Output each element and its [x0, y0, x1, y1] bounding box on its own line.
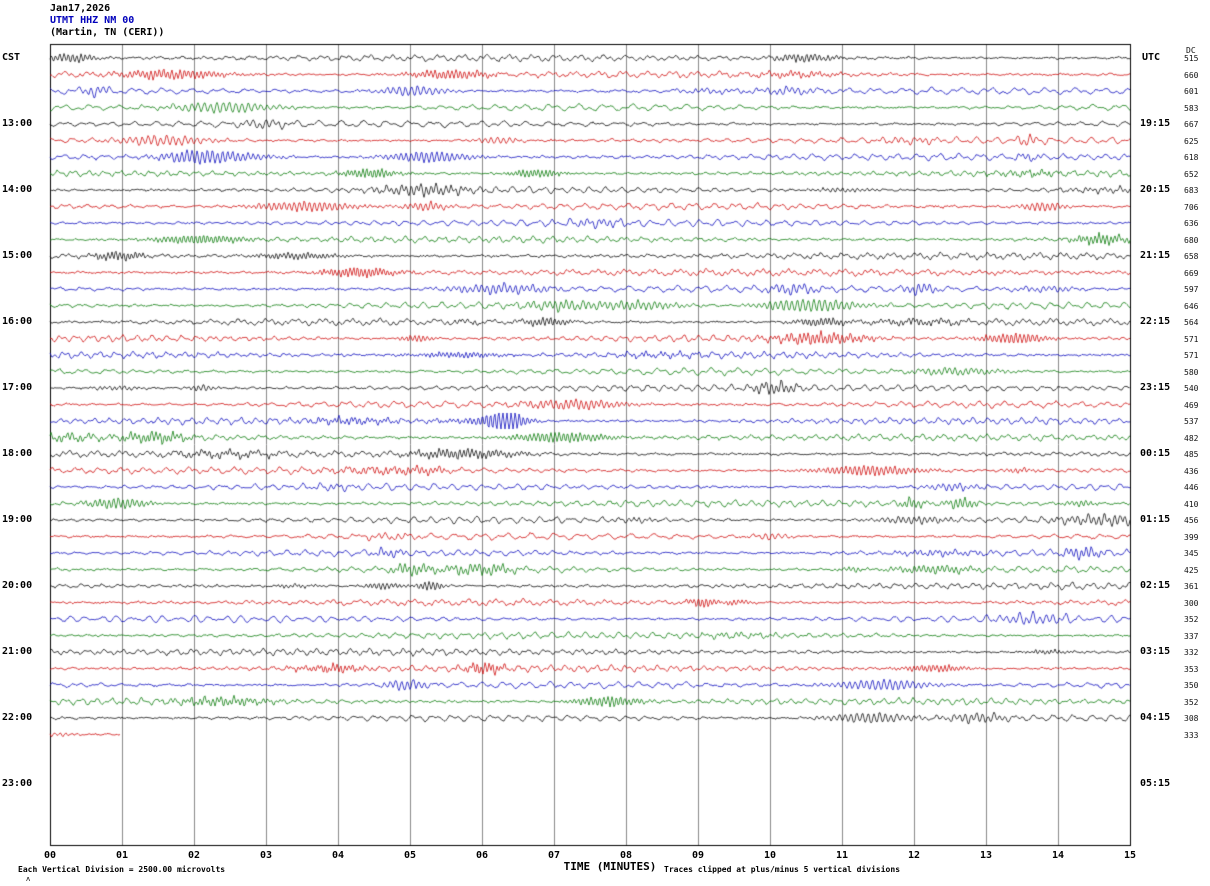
amplitude-value: 625: [1184, 136, 1199, 146]
amplitude-value: 410: [1184, 499, 1199, 509]
amplitude-value: 571: [1184, 334, 1199, 344]
amplitude-value: 537: [1184, 417, 1199, 426]
amplitude-value: 515: [1184, 54, 1199, 63]
amplitude-value: 564: [1184, 318, 1199, 327]
amplitude-value: 469: [1184, 400, 1199, 410]
amplitude-value: 652: [1184, 169, 1199, 179]
corner-mark: ʌ: [26, 875, 31, 883]
footer-left-note: Each Vertical Division = 2500.00 microvo…: [18, 865, 226, 874]
cst-time-label: 22:00: [2, 712, 33, 723]
cst-time-label: 20:00: [2, 580, 33, 591]
amplitude-value: 332: [1184, 648, 1199, 657]
amplitude-value: 425: [1184, 565, 1199, 575]
amplitude-value: 667: [1184, 120, 1199, 129]
right-axis-header: UTC: [1142, 52, 1161, 63]
footer-right-note: Traces clipped at plus/minus 5 vertical …: [664, 865, 901, 874]
amplitude-value: 583: [1184, 103, 1199, 113]
amplitude-value: 300: [1184, 598, 1199, 608]
amplitude-value: 399: [1184, 532, 1199, 542]
x-tick-label: 08: [619, 850, 633, 861]
amplitude-value: 436: [1184, 466, 1199, 476]
title-station: UTMT HHZ NM 00: [50, 15, 135, 26]
utc-time-label: 04:15: [1140, 712, 1171, 723]
x-tick-label: 12: [907, 850, 921, 861]
x-tick-label: 09: [691, 850, 705, 861]
amplitude-value: 361: [1184, 582, 1199, 591]
utc-time-label: 03:15: [1140, 646, 1171, 657]
x-tick-label: 05: [403, 850, 417, 861]
title-location: (Martin, TN (CERI)): [50, 27, 165, 38]
amplitude-value: 706: [1184, 202, 1199, 212]
amplitude-value: 350: [1184, 681, 1199, 690]
x-tick-label: 14: [1051, 850, 1065, 861]
amplitude-value: 680: [1184, 235, 1199, 245]
amplitude-value: 660: [1184, 70, 1199, 80]
cst-time-label: 15:00: [2, 250, 33, 261]
amplitude-value: 540: [1184, 384, 1199, 393]
x-tick-label: 07: [547, 850, 561, 861]
amplitude-value: 658: [1184, 252, 1199, 261]
amplitude-value: 352: [1184, 697, 1199, 707]
amplitude-value: 683: [1184, 186, 1199, 195]
amplitude-value: 345: [1184, 549, 1199, 558]
x-tick-label: 01: [115, 850, 129, 861]
utc-time-label: 00:15: [1140, 448, 1171, 459]
x-tick-label: 06: [475, 850, 489, 861]
cst-time-label: 23:00: [2, 778, 33, 789]
cst-time-label: 19:00: [2, 514, 33, 525]
x-tick-label: 04: [331, 850, 345, 861]
amplitude-value: 333: [1184, 730, 1199, 740]
utc-time-label: 05:15: [1140, 778, 1171, 789]
x-tick-label: 15: [1123, 850, 1137, 861]
cst-time-label: 13:00: [2, 118, 33, 129]
amplitude-value: 337: [1184, 631, 1199, 641]
title-date: Jan17,2026: [50, 3, 111, 14]
amplitude-value: 456: [1184, 516, 1199, 525]
x-tick-label: 02: [187, 850, 201, 861]
left-axis-header: CST: [2, 52, 21, 63]
utc-time-label: 01:15: [1140, 514, 1171, 525]
cst-time-label: 18:00: [2, 448, 33, 459]
utc-time-label: 23:15: [1140, 382, 1171, 393]
x-tick-label: 03: [259, 850, 273, 861]
amplitude-value: 571: [1184, 351, 1199, 360]
amplitude-value: 446: [1184, 483, 1199, 492]
utc-time-label: 22:15: [1140, 316, 1171, 327]
amplitude-value: 636: [1184, 219, 1199, 228]
amplitude-value: 482: [1184, 433, 1199, 443]
amplitude-value: 352: [1184, 615, 1199, 624]
x-tick-label: 13: [979, 850, 993, 861]
amplitude-value: 353: [1184, 664, 1199, 674]
utc-time-label: 20:15: [1140, 184, 1171, 195]
utc-time-label: 21:15: [1140, 250, 1171, 261]
amplitude-value: 601: [1184, 87, 1199, 96]
amplitude-value: 646: [1184, 301, 1199, 311]
x-tick-label: 11: [835, 850, 849, 861]
amplitude-value: 485: [1184, 450, 1199, 459]
cst-time-label: 16:00: [2, 316, 33, 327]
cst-time-label: 14:00: [2, 184, 33, 195]
cst-time-label: 17:00: [2, 382, 33, 393]
x-axis-title: TIME (MINUTES): [563, 860, 657, 873]
cst-time-label: 21:00: [2, 646, 33, 657]
amplitude-value: 308: [1184, 714, 1199, 723]
x-tick-label: 10: [763, 850, 777, 861]
amplitude-value: 580: [1184, 367, 1199, 377]
amplitude-value: 618: [1184, 153, 1199, 162]
amplitude-value: 669: [1184, 268, 1199, 278]
amplitude-value: 597: [1184, 285, 1199, 294]
dc-label: DC: [1186, 46, 1196, 55]
utc-time-label: 19:15: [1140, 118, 1171, 129]
x-tick-label: 00: [43, 850, 57, 861]
utc-time-label: 02:15: [1140, 580, 1171, 591]
